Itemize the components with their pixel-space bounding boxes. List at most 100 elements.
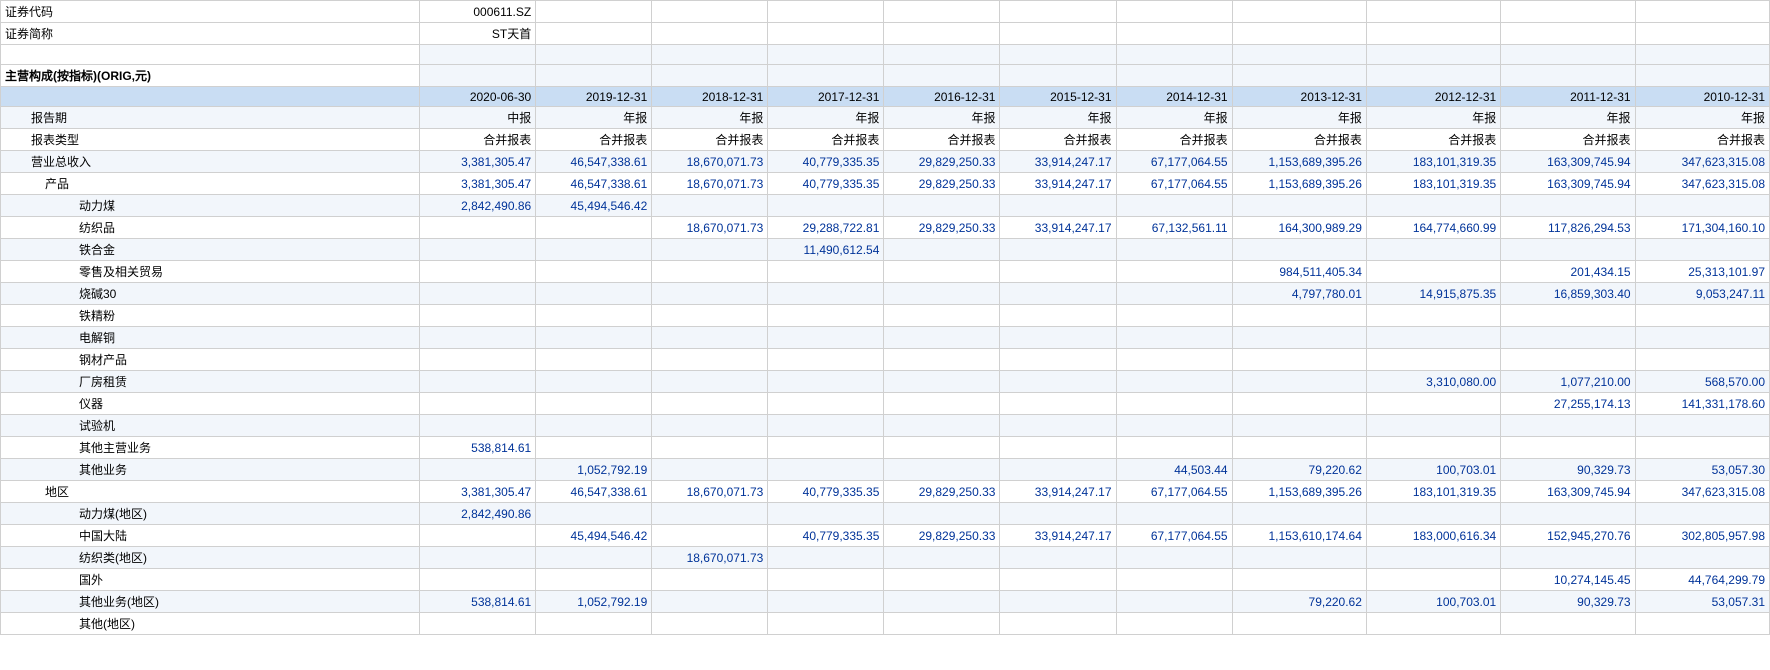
cell-22-9: 90,329.73 — [1501, 591, 1635, 613]
security-name-label: 证券简称 — [1, 23, 420, 45]
cell-15-7 — [1232, 437, 1366, 459]
cell-17-2: 18,670,071.73 — [652, 481, 768, 503]
row-label-15: 其他主营业务 — [1, 437, 420, 459]
cell-10-3 — [768, 327, 884, 349]
cell-5-1 — [536, 217, 652, 239]
cell-23-9 — [1501, 613, 1635, 635]
cell-12-2 — [652, 371, 768, 393]
date-header-1: 2019-12-31 — [536, 87, 652, 107]
cell-19-4: 29,829,250.33 — [884, 525, 1000, 547]
cell-0-4: 年报 — [884, 107, 1000, 129]
cell-9-1 — [536, 305, 652, 327]
cell-11-2 — [652, 349, 768, 371]
row-label-1: 报表类型 — [1, 129, 420, 151]
cell-0-3: 年报 — [768, 107, 884, 129]
section-title: 主营构成(按指标)(ORIG,元) — [1, 65, 420, 87]
cell-0-1: 年报 — [536, 107, 652, 129]
cell-2-8: 183,101,319.35 — [1366, 151, 1500, 173]
cell-19-1: 45,494,546.42 — [536, 525, 652, 547]
cell-8-9: 16,859,303.40 — [1501, 283, 1635, 305]
cell-12-8: 3,310,080.00 — [1366, 371, 1500, 393]
cell-9-9 — [1501, 305, 1635, 327]
cell-10-4 — [884, 327, 1000, 349]
cell-17-1: 46,547,338.61 — [536, 481, 652, 503]
cell-12-4 — [884, 371, 1000, 393]
cell-8-8: 14,915,875.35 — [1366, 283, 1500, 305]
cell-10-2 — [652, 327, 768, 349]
cell-1-0: 合并报表 — [420, 129, 536, 151]
date-header-6: 2014-12-31 — [1116, 87, 1232, 107]
cell-0-2: 年报 — [652, 107, 768, 129]
cell-5-6: 67,132,561.11 — [1116, 217, 1232, 239]
cell-8-4 — [884, 283, 1000, 305]
cell-23-4 — [884, 613, 1000, 635]
cell-11-6 — [1116, 349, 1232, 371]
cell-1-7: 合并报表 — [1232, 129, 1366, 151]
cell-18-6 — [1116, 503, 1232, 525]
cell-6-6 — [1116, 239, 1232, 261]
cell-16-9: 90,329.73 — [1501, 459, 1635, 481]
cell-21-6 — [1116, 569, 1232, 591]
cell-21-1 — [536, 569, 652, 591]
cell-13-4 — [884, 393, 1000, 415]
cell-5-10: 171,304,160.10 — [1635, 217, 1769, 239]
date-header-0: 2020-06-30 — [420, 87, 536, 107]
cell-5-8: 164,774,660.99 — [1366, 217, 1500, 239]
cell-4-9 — [1501, 195, 1635, 217]
cell-17-9: 163,309,745.94 — [1501, 481, 1635, 503]
cell-1-5: 合并报表 — [1000, 129, 1116, 151]
row-label-10: 电解铜 — [1, 327, 420, 349]
cell-11-1 — [536, 349, 652, 371]
cell-13-1 — [536, 393, 652, 415]
cell-23-1 — [536, 613, 652, 635]
cell-11-8 — [1366, 349, 1500, 371]
cell-10-5 — [1000, 327, 1116, 349]
cell-7-3 — [768, 261, 884, 283]
cell-21-4 — [884, 569, 1000, 591]
cell-2-1: 46,547,338.61 — [536, 151, 652, 173]
cell-22-3 — [768, 591, 884, 613]
date-header-4: 2016-12-31 — [884, 87, 1000, 107]
cell-13-8 — [1366, 393, 1500, 415]
cell-12-3 — [768, 371, 884, 393]
cell-13-2 — [652, 393, 768, 415]
cell-14-6 — [1116, 415, 1232, 437]
cell-10-10 — [1635, 327, 1769, 349]
cell-13-6 — [1116, 393, 1232, 415]
cell-12-7 — [1232, 371, 1366, 393]
cell-21-7 — [1232, 569, 1366, 591]
cell-3-10: 347,623,315.08 — [1635, 173, 1769, 195]
cell-0-5: 年报 — [1000, 107, 1116, 129]
cell-3-3: 40,779,335.35 — [768, 173, 884, 195]
cell-19-3: 40,779,335.35 — [768, 525, 884, 547]
cell-7-4 — [884, 261, 1000, 283]
cell-7-5 — [1000, 261, 1116, 283]
cell-1-10: 合并报表 — [1635, 129, 1769, 151]
cell-0-10: 年报 — [1635, 107, 1769, 129]
cell-1-9: 合并报表 — [1501, 129, 1635, 151]
cell-5-3: 29,288,722.81 — [768, 217, 884, 239]
cell-16-1: 1,052,792.19 — [536, 459, 652, 481]
cell-15-4 — [884, 437, 1000, 459]
cell-23-7 — [1232, 613, 1366, 635]
cell-8-10: 9,053,247.11 — [1635, 283, 1769, 305]
cell-6-9 — [1501, 239, 1635, 261]
cell-12-1 — [536, 371, 652, 393]
row-label-6: 铁合金 — [1, 239, 420, 261]
row-label-5: 纺织品 — [1, 217, 420, 239]
cell-10-0 — [420, 327, 536, 349]
cell-11-0 — [420, 349, 536, 371]
cell-17-6: 67,177,064.55 — [1116, 481, 1232, 503]
cell-16-10: 53,057.30 — [1635, 459, 1769, 481]
row-label-0: 报告期 — [1, 107, 420, 129]
cell-14-4 — [884, 415, 1000, 437]
cell-18-4 — [884, 503, 1000, 525]
cell-22-0: 538,814.61 — [420, 591, 536, 613]
cell-16-5 — [1000, 459, 1116, 481]
cell-11-3 — [768, 349, 884, 371]
cell-19-10: 302,805,957.98 — [1635, 525, 1769, 547]
cell-2-9: 163,309,745.94 — [1501, 151, 1635, 173]
cell-20-1 — [536, 547, 652, 569]
cell-9-8 — [1366, 305, 1500, 327]
cell-10-7 — [1232, 327, 1366, 349]
